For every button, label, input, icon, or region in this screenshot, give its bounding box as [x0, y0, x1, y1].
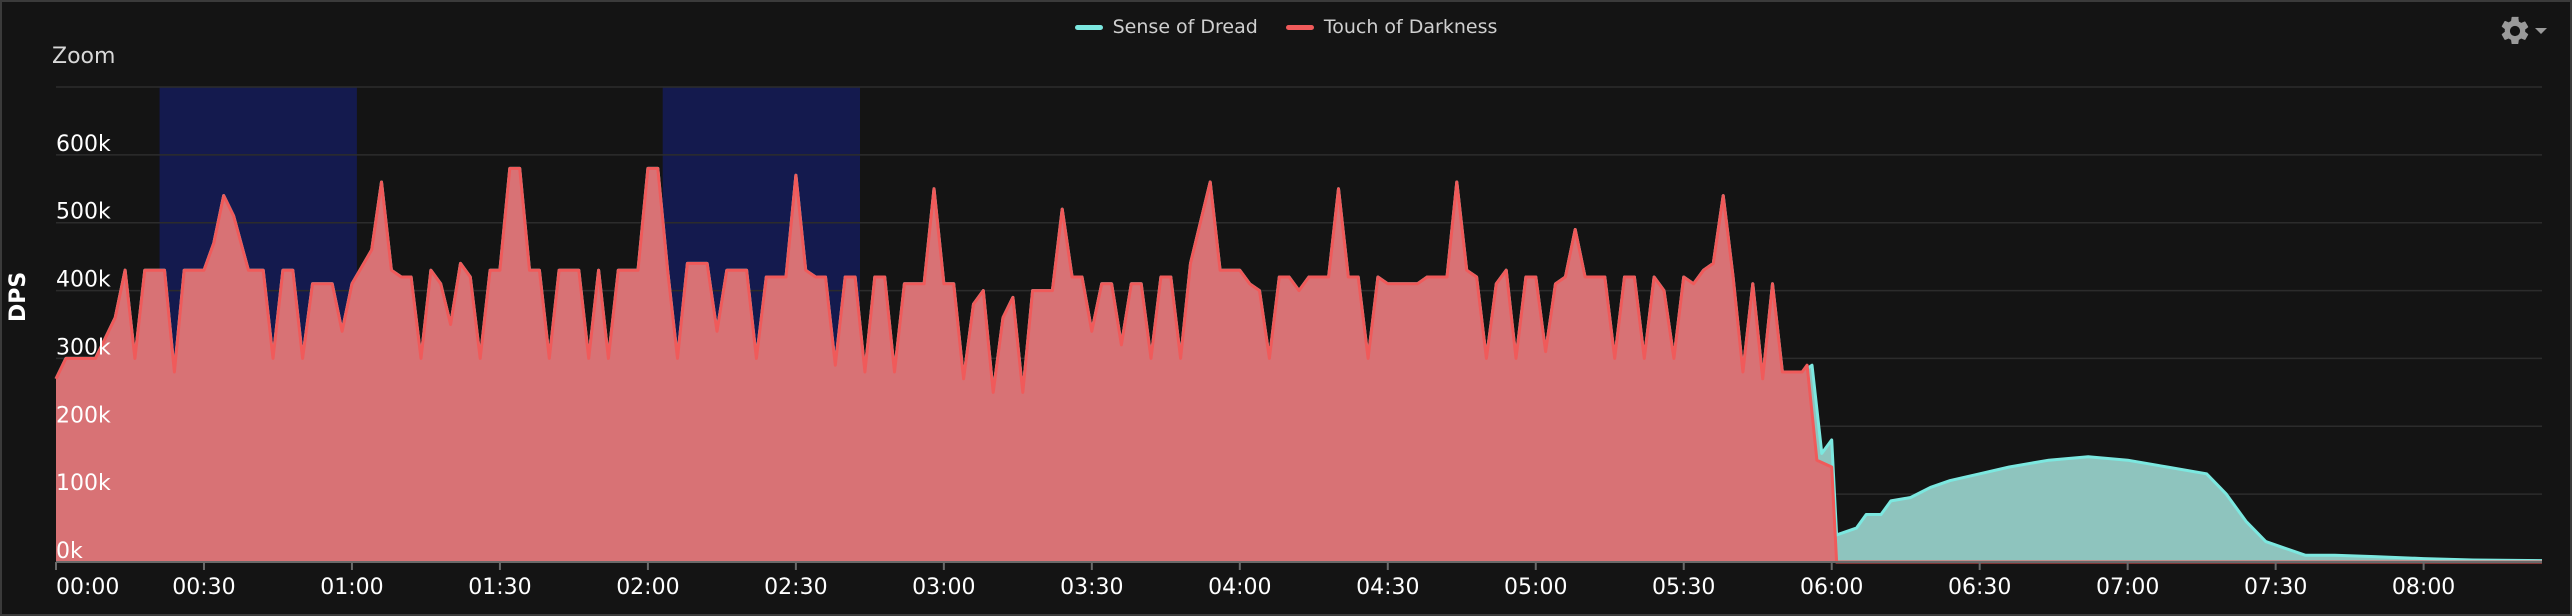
x-tick-label: 03:00: [912, 575, 975, 600]
y-tick-label: 600k: [56, 132, 111, 157]
x-tick-label: 01:00: [320, 575, 383, 600]
x-tick-label: 01:30: [468, 575, 531, 600]
x-tick-label: 02:00: [616, 575, 679, 600]
x-tick-label: 04:00: [1208, 575, 1271, 600]
legend-swatch-sense-of-dread: [1074, 24, 1103, 30]
y-axis-title: DPS: [6, 271, 31, 322]
x-tick-label: 00:00: [56, 575, 119, 600]
x-tick-label: 05:30: [1652, 575, 1715, 600]
x-tick-label: 04:30: [1356, 575, 1419, 600]
x-tick-label: 07:00: [2096, 575, 2159, 600]
x-tick-label: 06:30: [1948, 575, 2011, 600]
legend-item-touch-of-darkness[interactable]: Touch of Darkness: [1285, 16, 1498, 38]
y-tick-label: 400k: [56, 268, 111, 293]
y-tick-label: 100k: [56, 471, 111, 496]
y-tick-label: 0k: [56, 539, 83, 564]
legend: Sense of Dread Touch of Darkness: [0, 16, 2572, 38]
y-tick-label: 200k: [56, 403, 111, 428]
x-tick-label: 03:30: [1060, 575, 1123, 600]
axis-layer: 00:00 00:30 01:00 01:30 02:00 02:30 03:00 03:30…: [55, 132, 2542, 600]
legend-label-sense-of-dread: Sense of Dread: [1112, 16, 1258, 38]
legend-swatch-touch-of-darkness: [1285, 24, 1314, 30]
series-layer: [54, 166, 2543, 564]
gear-icon[interactable]: [2498, 14, 2532, 48]
x-tick-label: 00:30: [172, 575, 235, 600]
x-tick-label: 02:30: [764, 575, 827, 600]
series-touch-of-darkness-area[interactable]: [56, 168, 2542, 562]
y-tick-label: 300k: [56, 335, 111, 360]
x-tick-label: 05:00: [1504, 575, 1567, 600]
legend-label-touch-of-darkness: Touch of Darkness: [1323, 16, 1498, 38]
y-tick-label: 500k: [56, 200, 111, 225]
series-touch-of-darkness-line: [54, 166, 2542, 564]
legend-item-sense-of-dread[interactable]: Sense of Dread: [1074, 16, 1258, 38]
x-tick-label: 08:00: [2392, 575, 2455, 600]
x-tick-label: 06:00: [1800, 575, 1863, 600]
zoom-label[interactable]: Zoom: [52, 44, 116, 69]
x-tick-label: 07:30: [2244, 575, 2307, 600]
chevron-down-icon: [2535, 28, 2547, 34]
settings-menu[interactable]: [2498, 14, 2548, 48]
